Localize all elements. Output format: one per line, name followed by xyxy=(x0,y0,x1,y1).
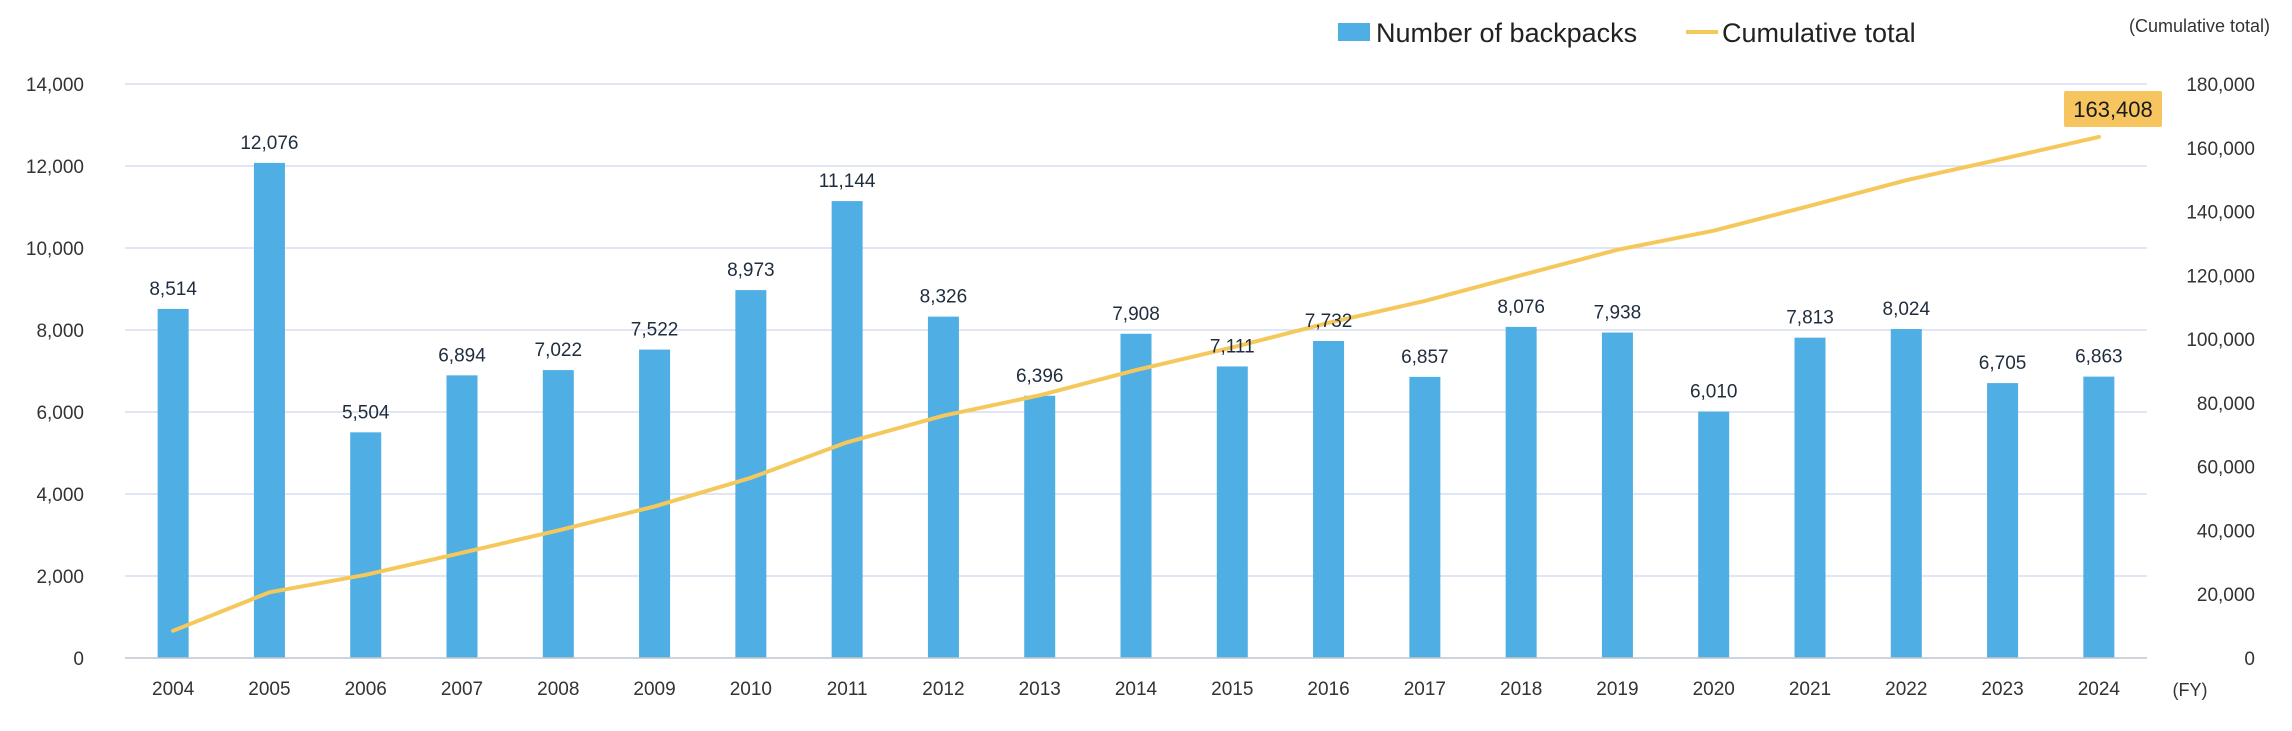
bar-value-label: 6,857 xyxy=(1401,347,1449,368)
x-axis-tick-label: 2008 xyxy=(537,679,579,700)
bar-value-label: 11,144 xyxy=(819,171,876,192)
bar xyxy=(1890,329,1922,658)
x-axis-tick-label: 2004 xyxy=(152,679,195,700)
bar-value-label: 7,732 xyxy=(1305,311,1353,332)
bar-value-label: 6,010 xyxy=(1690,382,1738,403)
right-axis-tick-label: 0 xyxy=(2244,649,2255,670)
right-axis-tick-label: 40,000 xyxy=(2197,521,2255,542)
line-series xyxy=(171,134,2101,633)
bar xyxy=(542,370,574,658)
left-axis-tick-label: 4,000 xyxy=(36,485,84,506)
bar-value-label: 8,973 xyxy=(727,260,775,281)
right-axis-tick-label: 80,000 xyxy=(2197,394,2255,415)
right-axis-tick-label: 20,000 xyxy=(2197,585,2255,606)
bar-value-label: 6,894 xyxy=(438,345,486,366)
x-axis-tick-label: 2013 xyxy=(1019,679,1061,700)
x-axis-tick-label: 2021 xyxy=(1789,679,1831,700)
x-axis-tick-label: 2015 xyxy=(1211,679,1253,700)
bar xyxy=(927,316,959,658)
left-axis-tick-label: 2,000 xyxy=(36,567,84,588)
bar xyxy=(1987,383,2019,658)
left-axis-tick-label: 14,000 xyxy=(26,75,84,96)
x-axis-tick-label: 2006 xyxy=(345,679,387,700)
bar xyxy=(831,201,863,658)
x-axis-tick-label: 2018 xyxy=(1500,679,1542,700)
bar xyxy=(446,375,478,658)
final-value-callout: 163,408 xyxy=(2064,91,2162,127)
x-axis-tick-label: 2010 xyxy=(730,679,772,700)
bar xyxy=(1794,337,1826,658)
legend-label-line: Cumulative total xyxy=(1722,18,1916,48)
bar xyxy=(2083,376,2115,658)
x-axis-tick-label: 2009 xyxy=(633,679,675,700)
bar xyxy=(1601,332,1633,658)
bar-value-label: 7,938 xyxy=(1594,303,1642,324)
bar-value-label: 12,076 xyxy=(240,133,298,154)
x-axis-unit: (FY) xyxy=(2173,680,2208,700)
bar xyxy=(1313,340,1345,658)
callout-background xyxy=(2064,91,2162,127)
bar xyxy=(1505,326,1537,658)
x-axis-tick-label: 2024 xyxy=(2078,679,2121,700)
legend: Number of backpacks Cumulative total xyxy=(1338,18,1916,48)
x-axis-tick-label: 2020 xyxy=(1693,679,1735,700)
right-axis-tick-label: 160,000 xyxy=(2186,139,2255,160)
cumulative-total-line xyxy=(171,134,2101,633)
data-labels: 8,514 12,076 5,504 6,894 7,022 7,522 8,973 11,1… xyxy=(149,133,2122,423)
x-axis-tick-label: 2023 xyxy=(1981,679,2023,700)
left-axis-tick-label: 10,000 xyxy=(26,239,84,260)
bar xyxy=(1120,333,1152,658)
right-axis-tick-label: 180,000 xyxy=(2186,75,2255,96)
bar xyxy=(1216,366,1248,658)
x-axis-tick-label: 2012 xyxy=(922,679,964,700)
bar xyxy=(157,308,189,658)
bar-value-label: 6,396 xyxy=(1016,366,1064,387)
bar-value-label: 8,514 xyxy=(149,279,197,300)
bar-value-label: 7,522 xyxy=(631,320,679,341)
x-axis-tick-label: 2014 xyxy=(1115,679,1158,700)
legend-swatch-bars xyxy=(1338,23,1370,41)
x-axis-tick-label: 2017 xyxy=(1404,679,1446,700)
bar-value-label: 6,863 xyxy=(2075,347,2123,368)
bar-series xyxy=(157,162,2115,658)
right-axis-tick-label: 60,000 xyxy=(2197,458,2255,479)
bar-value-label: 7,022 xyxy=(535,340,583,361)
right-axis-tick-label: 120,000 xyxy=(2186,266,2255,287)
bar-value-label: 7,813 xyxy=(1786,308,1834,329)
right-axis-tick-label: 100,000 xyxy=(2186,330,2255,351)
bar xyxy=(1698,411,1730,658)
x-axis-tick-label: 2011 xyxy=(827,679,868,700)
left-axis-tick-label: 8,000 xyxy=(36,321,84,342)
x-axis-tick-label: 2005 xyxy=(248,679,290,700)
right-axis-tick-label: 140,000 xyxy=(2186,203,2255,224)
bar-value-label: 7,908 xyxy=(1112,304,1160,325)
x-axis-tick-label: 2007 xyxy=(441,679,483,700)
bar-value-label: 8,326 xyxy=(920,287,968,308)
bar-value-label: 8,076 xyxy=(1497,297,1545,318)
legend-label-bars: Number of backpacks xyxy=(1376,18,1637,48)
bar xyxy=(253,162,285,658)
bar-value-label: 6,705 xyxy=(1979,353,2027,374)
x-axis-tick-label: 2019 xyxy=(1596,679,1638,700)
bar xyxy=(1024,395,1056,658)
bar-value-label: 5,504 xyxy=(342,402,390,423)
right-axis-title: (Cumulative total) xyxy=(2129,16,2270,36)
axes: 0 2,000 4,000 6,000 8,000 10,000 12,000 14,000 0… xyxy=(26,75,2255,700)
left-axis-tick-label: 6,000 xyxy=(36,403,84,424)
bar xyxy=(350,432,382,658)
x-axis-tick-label: 2022 xyxy=(1885,679,1927,700)
x-axis-tick-label: 2016 xyxy=(1307,679,1349,700)
left-axis-tick-label: 0 xyxy=(73,649,84,670)
bar-value-label: 8,024 xyxy=(1883,299,1931,320)
bar xyxy=(1409,376,1441,658)
callout-text: 163,408 xyxy=(2073,97,2153,122)
bar-value-label: 7,111 xyxy=(1210,336,1255,357)
left-axis-tick-label: 12,000 xyxy=(26,157,84,178)
